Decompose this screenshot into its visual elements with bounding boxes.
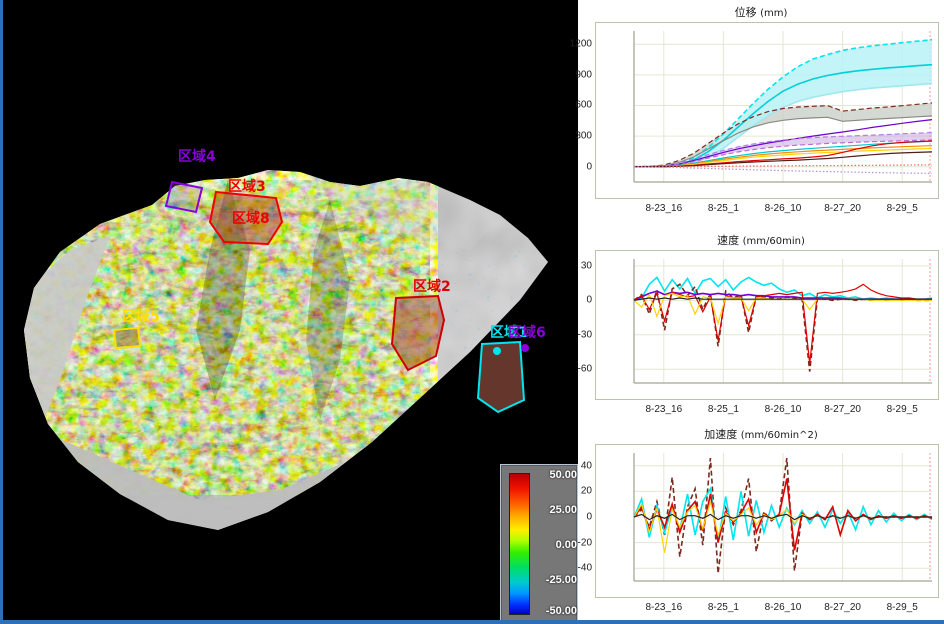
velocity-chart: 速度 (mm/60min) 30 0 -30 -60 8-23_16 8-25_1 8-26… — [578, 228, 944, 422]
series-band — [634, 102, 932, 167]
displacement-chart: 位移 (mm) 0 300 600 900 1200 8-23_16 8-25_1 8-26_… — [570, 0, 944, 228]
x-tick-label: 8-25_1 — [707, 203, 739, 214]
velocity-chart-title: 速度 (mm/60min) — [578, 228, 944, 250]
displacement-title-unit: (mm) — [760, 8, 788, 19]
colorbar-tick-max: 50.00 — [549, 469, 577, 481]
y-tick-label: -30 — [577, 329, 592, 341]
charts-column: 位移 (mm) 0 300 600 900 1200 8-23_16 8-25_1 8-26_… — [570, 0, 944, 624]
bottom-accent-strip — [0, 620, 944, 624]
region-marker-1 — [493, 347, 501, 355]
deformation-colorbar: 50.00 25.00 0.00 -25.00 -50.00 — [500, 464, 578, 622]
acceleration-title-cn: 加速度 — [704, 428, 738, 441]
left-accent-strip — [0, 0, 3, 624]
region-label-8: 区域8 — [232, 211, 270, 227]
y-tick-label: 40 — [580, 460, 592, 472]
series-line — [633, 102, 933, 168]
colorbar-tick-zero: 0.00 — [555, 539, 577, 551]
acceleration-plot-frame[interactable]: 40 20 0 -20 -40 8-23_16 8-25_1 8-26_10 8-27_20 8-… — [578, 444, 939, 613]
y-tick-label: 0 — [586, 161, 592, 173]
velocity-plot-area[interactable]: 30 0 -30 -60 8-23_16 8-25_1 8-26_10 8-27_20 8-29… — [578, 251, 938, 415]
terrain-mesh-svg — [24, 170, 548, 530]
x-tick-label: 8-29_5 — [886, 203, 918, 214]
displacement-title-cn: 位移 — [734, 6, 757, 19]
colorbar-gradient — [509, 473, 530, 615]
y-tick-label: 30 — [580, 260, 592, 272]
series-line — [633, 132, 933, 168]
chart-canvas — [633, 31, 933, 183]
y-tick-label: 0 — [586, 511, 592, 523]
region-label-3: 区域3 — [228, 179, 266, 195]
displacement-chart-title: 位移 (mm) — [578, 0, 944, 22]
y-tick-label: 600 — [575, 99, 592, 111]
y-tick-label: 1200 — [569, 38, 592, 50]
region-label-6: 区域6 — [508, 325, 546, 341]
region-label-4: 区域4 — [178, 149, 216, 165]
x-tick-label: 8-23_16 — [645, 203, 683, 214]
velocity-plot-frame[interactable]: 30 0 -30 -60 8-23_16 8-25_1 8-26_10 8-27_20 8-29… — [578, 250, 939, 415]
terrain-render[interactable]: 区域4 区域3 区域8 区域5 区域2 区域1 区域6 — [0, 0, 578, 624]
series-line — [633, 139, 933, 168]
y-tick-label: -60 — [577, 363, 592, 375]
series-line — [633, 119, 933, 168]
y-tick-label: 900 — [575, 69, 592, 81]
series-line — [633, 513, 932, 521]
series-band — [634, 132, 932, 167]
region-label-2: 区域2 — [413, 279, 451, 295]
region-outline-5 — [112, 326, 142, 350]
x-tick-label: 8-26_10 — [764, 404, 802, 415]
acceleration-chart-title: 加速度 (mm/60min^2) — [578, 422, 944, 444]
colorbar-tick-lo: -25.00 — [545, 574, 577, 586]
x-tick-label: 8-27_20 — [824, 404, 861, 415]
series-line — [634, 164, 933, 168]
y-tick-label: -20 — [577, 537, 592, 549]
velocity-title-cn: 速度 — [717, 234, 740, 247]
x-tick-label: 8-25_1 — [707, 404, 739, 415]
series-line — [633, 283, 932, 372]
series-line — [633, 297, 932, 301]
colorbar-tick-min: -50.00 — [545, 605, 577, 617]
terrain-3d-viewport[interactable]: 区域4 区域3 区域8 区域5 区域2 区域1 区域6 50.00 25.00 … — [0, 0, 578, 624]
region-outline-2 — [390, 294, 446, 372]
region-outline-4 — [164, 180, 204, 214]
x-tick-label: 8-26_10 — [764, 203, 802, 214]
x-tick-label: 8-27_20 — [824, 602, 861, 613]
region-label-5: 区域5 — [122, 309, 160, 325]
colorbar-tick-hi: 25.00 — [549, 504, 577, 516]
x-tick-label: 8-29_5 — [886, 602, 918, 613]
y-tick-label: 300 — [575, 130, 592, 142]
series-line — [633, 115, 933, 168]
chart-canvas — [633, 259, 933, 384]
velocity-title-unit: (mm/60min) — [742, 236, 805, 247]
slope-body — [24, 170, 548, 530]
region-label-1: 区域1 — [490, 325, 528, 341]
y-tick-label: 20 — [580, 485, 592, 497]
x-tick-label: 8-23_16 — [645, 602, 683, 613]
x-tick-label: 8-23_16 — [645, 404, 683, 415]
region-outline-1 — [476, 340, 526, 414]
region-outline-3 — [208, 190, 284, 246]
acceleration-plot-area[interactable]: 40 20 0 -20 -40 8-23_16 8-25_1 8-26_10 8-27_20 8-… — [578, 445, 938, 613]
displacement-plot-frame[interactable]: 0 300 600 900 1200 8-23_16 8-25_1 8-26_10 8-27_2… — [570, 22, 939, 214]
y-tick-label: 0 — [586, 294, 592, 306]
x-tick-label: 8-27_20 — [824, 203, 861, 214]
series-line — [633, 166, 933, 174]
x-tick-label: 8-29_5 — [886, 404, 918, 415]
y-tick-label: -40 — [577, 562, 592, 574]
displacement-plot-area[interactable]: 0 300 600 900 1200 8-23_16 8-25_1 8-26_10 8-27_2… — [570, 23, 938, 214]
x-tick-label: 8-25_1 — [707, 602, 739, 613]
region-marker-6 — [521, 344, 529, 352]
acceleration-title-unit: (mm/60min^2) — [740, 430, 818, 441]
chart-canvas — [633, 453, 933, 582]
acceleration-chart: 加速度 (mm/60min^2) 40 20 0 -20 -40 8-23_16 8-25_… — [578, 422, 944, 620]
x-tick-label: 8-26_10 — [764, 602, 802, 613]
